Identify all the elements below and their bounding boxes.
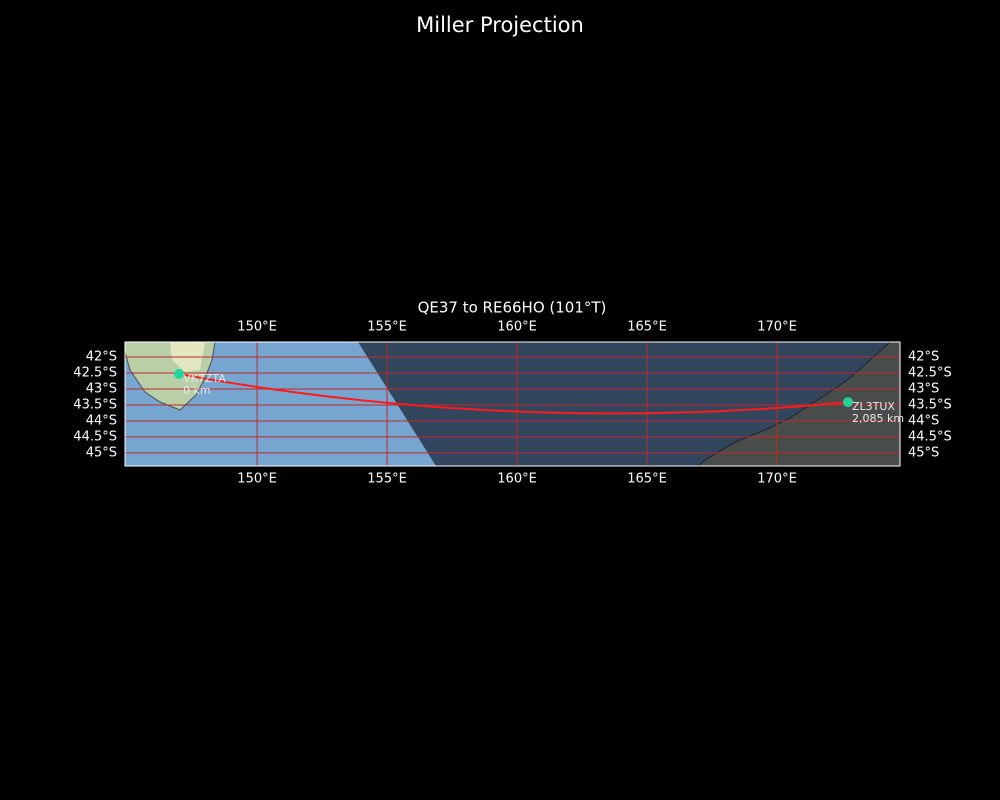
y-tick-label: 44°S	[86, 413, 117, 428]
station-distance: 0 km	[183, 384, 211, 397]
x-tick-label: 160°E	[497, 320, 537, 335]
x-tick-label: 165°E	[627, 472, 667, 487]
y-tick-label: 44.5°S	[908, 429, 952, 444]
x-tick-label: 170°E	[757, 320, 797, 335]
station-distance: 2,085 km	[852, 412, 904, 425]
y-tick-label: 43.5°S	[73, 397, 117, 412]
y-tick-label: 43°S	[86, 381, 117, 396]
map	[125, 342, 900, 466]
y-tick-label: 42.5°S	[908, 366, 952, 381]
y-tick-label: 45°S	[908, 445, 939, 460]
y-tick-label: 42°S	[86, 350, 117, 365]
x-tick-label: 160°E	[497, 472, 537, 487]
subtitle: QE37 to RE66HO (101°T)	[418, 299, 607, 317]
y-tick-label: 44.5°S	[73, 429, 117, 444]
title: Miller Projection	[416, 13, 584, 37]
x-tick-label: 155°E	[367, 320, 407, 335]
route	[178, 373, 849, 415]
station-name: VK7ZTA	[183, 372, 226, 385]
x-tick-label: 165°E	[627, 320, 667, 335]
y-tick-label: 45°S	[86, 445, 117, 460]
x-tick-label: 150°E	[237, 472, 277, 487]
y-tick-label: 42.5°S	[73, 366, 117, 381]
map-frame	[124, 341, 901, 467]
x-tick-label: 150°E	[237, 320, 277, 335]
x-tick-label: 170°E	[757, 472, 797, 487]
y-tick-label: 43°S	[908, 381, 939, 396]
station-marker	[174, 368, 185, 379]
station-marker	[843, 397, 854, 408]
y-tick-label: 42°S	[908, 350, 939, 365]
y-tick-label: 44°S	[908, 413, 939, 428]
y-tick-label: 43.5°S	[908, 397, 952, 412]
station-name: ZL3TUX	[852, 400, 895, 413]
x-tick-label: 155°E	[367, 472, 407, 487]
